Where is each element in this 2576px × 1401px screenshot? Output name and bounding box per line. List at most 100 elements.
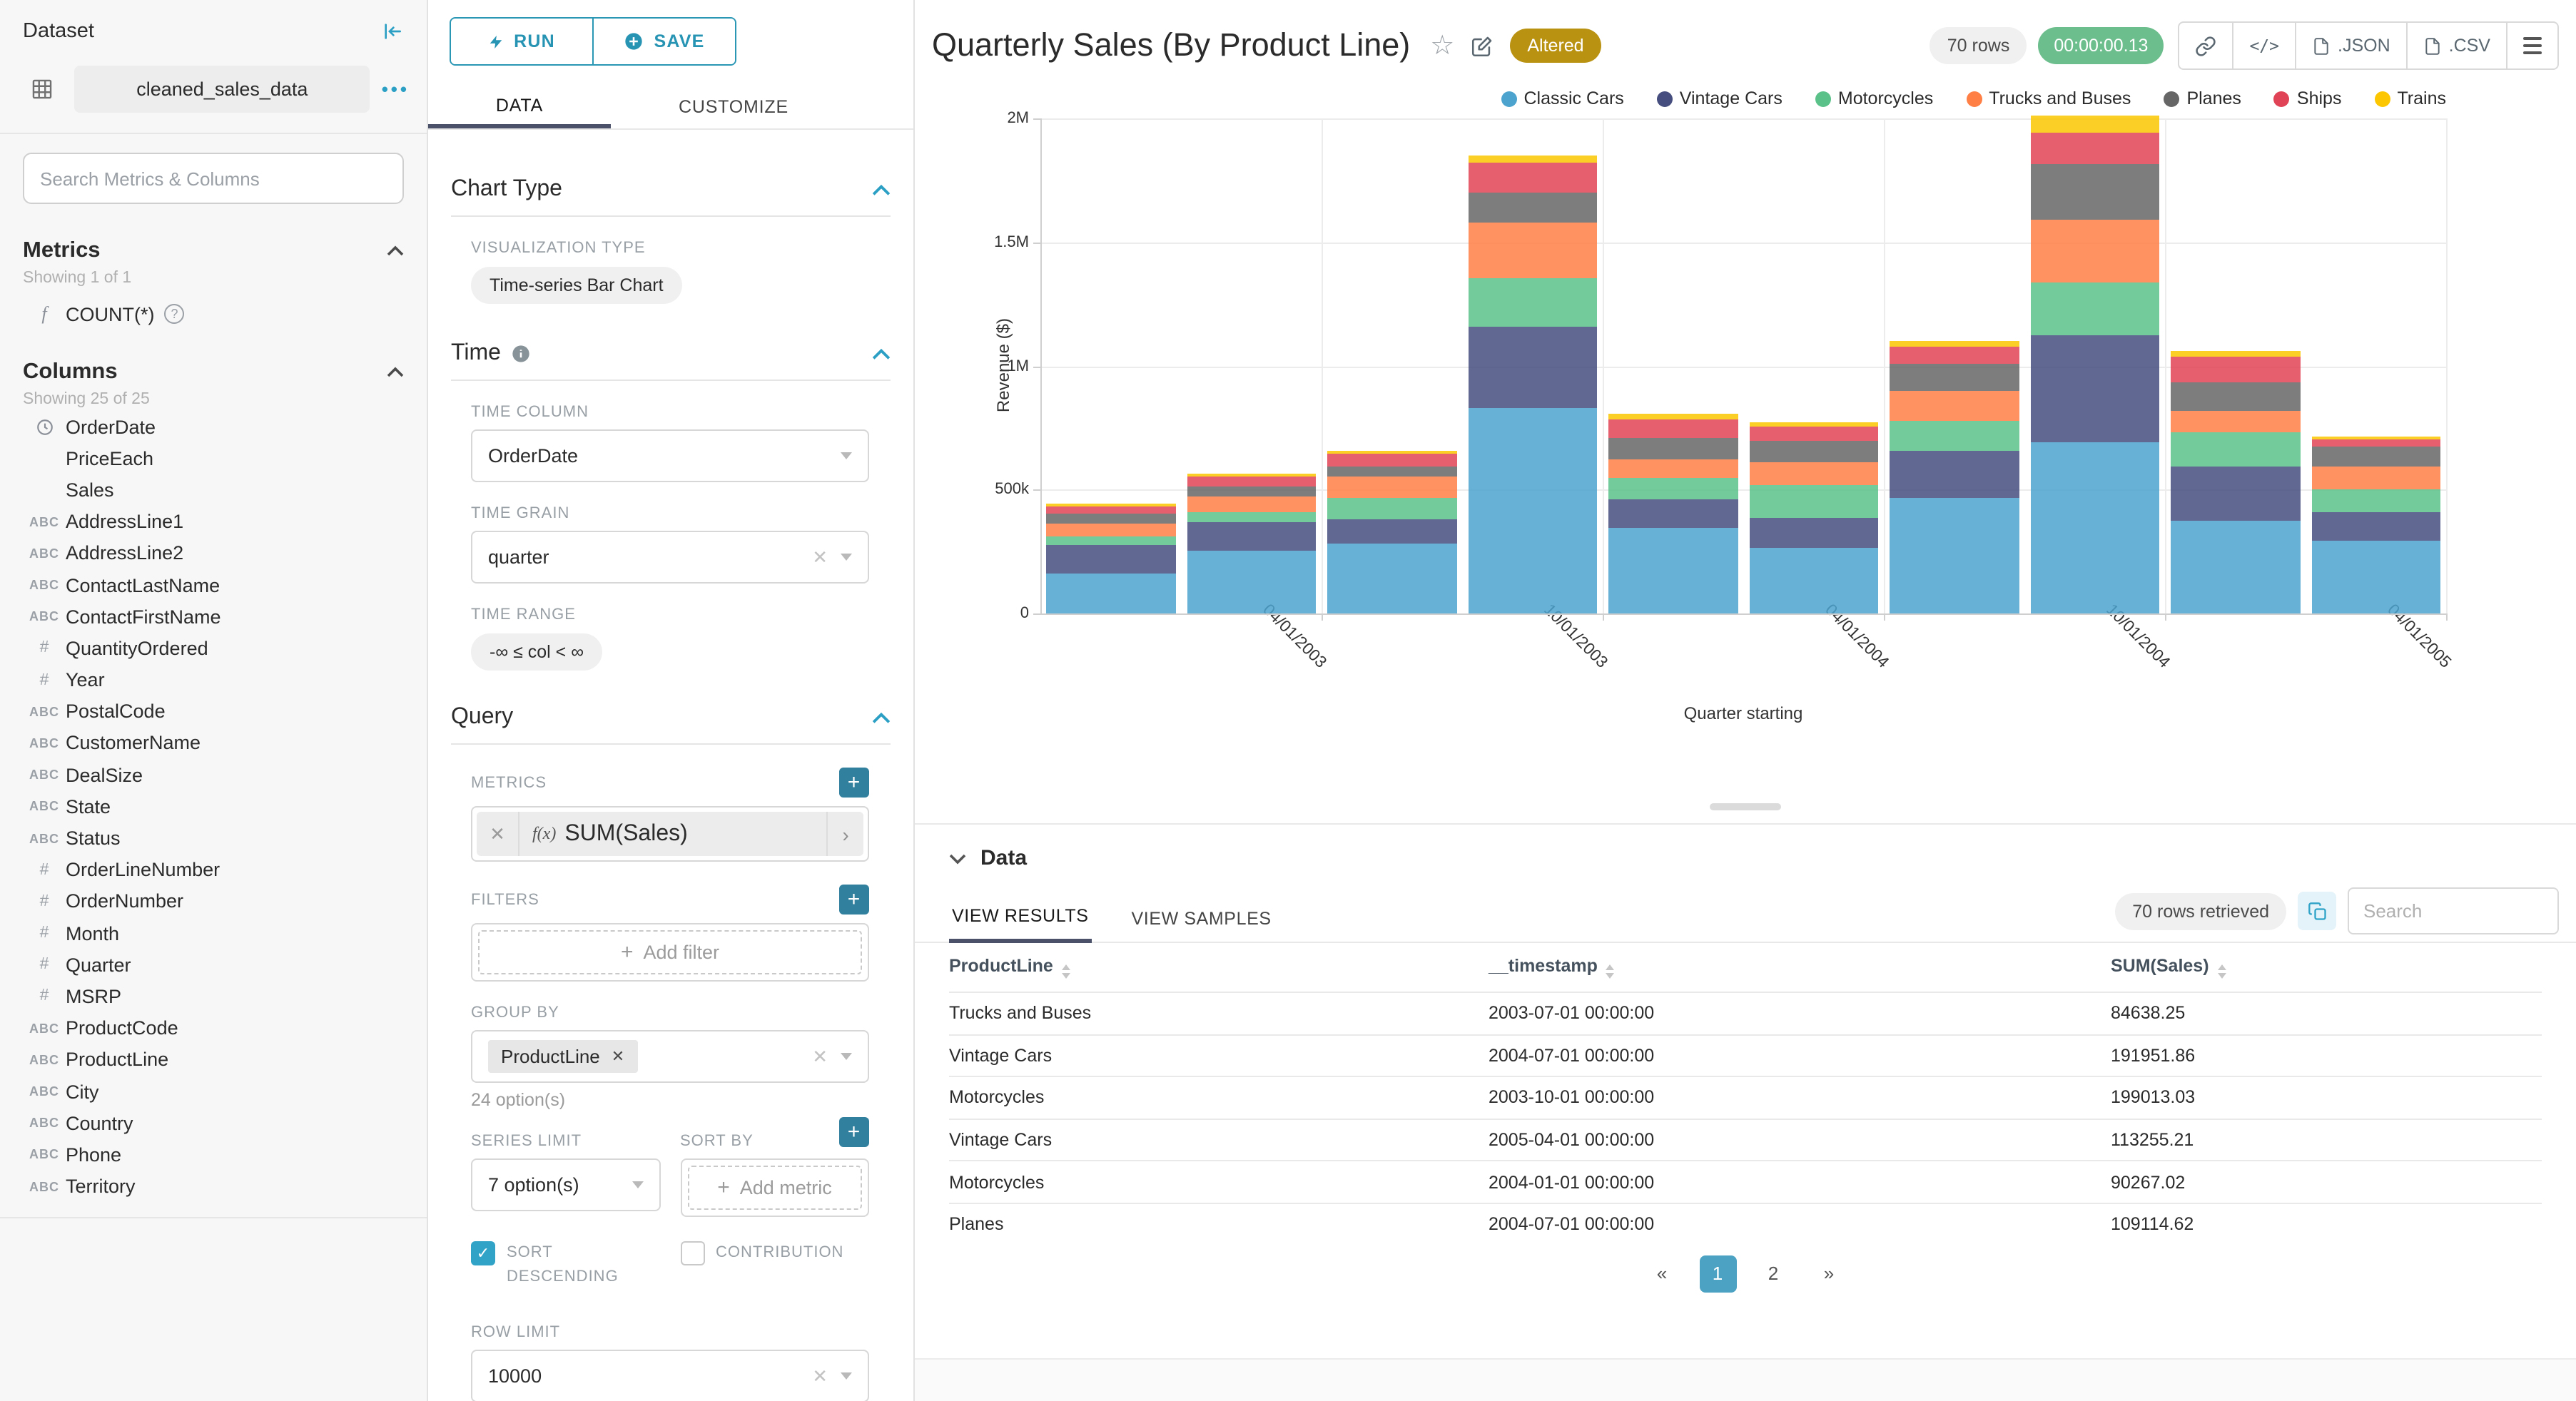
remove-metric-icon[interactable]: ✕	[477, 812, 519, 856]
tab-view-results[interactable]: VIEW RESULTS	[949, 895, 1092, 943]
contribution-checkbox[interactable]	[680, 1241, 704, 1265]
stacked-bar[interactable]	[1468, 155, 1597, 613]
column-item[interactable]: ABC Phone	[23, 1139, 404, 1171]
time-grain-select[interactable]: quarter ✕	[471, 531, 869, 584]
stacked-bar[interactable]	[1046, 503, 1175, 613]
row-limit-select[interactable]: 10000 ✕	[471, 1350, 869, 1401]
stacked-bar[interactable]	[2171, 350, 2300, 613]
column-item[interactable]: Sales	[23, 474, 404, 506]
metrics-collapse-icon[interactable]	[387, 245, 404, 257]
add-sort-metric-dropzone[interactable]: + Add metric	[687, 1166, 862, 1210]
sort-icon[interactable]	[1061, 964, 1070, 979]
sort-descending-checkbox[interactable]: ✓	[471, 1241, 495, 1265]
legend-item[interactable]: Classic Cars	[1501, 88, 1624, 108]
sort-icon[interactable]	[1606, 964, 1615, 979]
metric-chip[interactable]: ✕ f(x) SUM(Sales) ›	[477, 812, 863, 856]
column-item[interactable]: ABC ProductCode	[23, 1012, 404, 1044]
column-header[interactable]: ProductLine	[949, 957, 1489, 979]
column-item[interactable]: # Quarter	[23, 949, 404, 980]
stacked-bar[interactable]	[1608, 413, 1738, 613]
column-item[interactable]: # Month	[23, 917, 404, 949]
legend-item[interactable]: Trains	[2374, 88, 2446, 108]
stacked-bar[interactable]	[1187, 473, 1316, 613]
time-column-select[interactable]: OrderDate	[471, 429, 869, 482]
group-by-select[interactable]: ProductLine ✕ ✕	[471, 1030, 869, 1083]
stacked-bar[interactable]	[1749, 422, 1878, 613]
table-row[interactable]: Vintage Cars 2004-07-01 00:00:00 191951.86	[949, 1034, 2542, 1076]
column-item[interactable]: ABC AddressLine2	[23, 538, 404, 569]
tab-view-samples[interactable]: VIEW SAMPLES	[1131, 909, 1272, 929]
clear-icon[interactable]: ✕	[812, 1045, 828, 1066]
export-csv-button[interactable]: .CSV	[2405, 23, 2506, 68]
menu-button[interactable]	[2506, 23, 2557, 68]
dataset-name[interactable]: cleaned_sales_data	[74, 66, 370, 113]
expand-metric-icon[interactable]: ›	[826, 812, 863, 856]
clear-icon[interactable]: ✕	[812, 1365, 828, 1387]
collapse-data-icon[interactable]	[949, 852, 966, 864]
column-item[interactable]: ABC DealSize	[23, 759, 404, 790]
column-item[interactable]: ABC ProductLine	[23, 1044, 404, 1076]
run-button[interactable]: RUN	[451, 19, 592, 64]
column-item[interactable]: ABC ContactLastName	[23, 569, 404, 601]
remove-chip-icon[interactable]: ✕	[611, 1049, 625, 1066]
collapse-sidebar-icon[interactable]	[381, 20, 404, 43]
column-item[interactable]: ABC City	[23, 1076, 404, 1107]
legend-item[interactable]: Vintage Cars	[1656, 88, 1783, 108]
export-json-button[interactable]: .JSON	[2295, 23, 2406, 68]
column-item[interactable]: ABC PostalCode	[23, 696, 404, 727]
copy-data-button[interactable]	[2298, 892, 2336, 930]
pagination-page[interactable]: 2	[1768, 1263, 1779, 1285]
altered-badge[interactable]: Altered	[1510, 29, 1601, 63]
table-row[interactable]: Vintage Cars 2005-04-01 00:00:00 113255.21	[949, 1118, 2542, 1161]
add-sort-metric-button[interactable]: +	[839, 1116, 869, 1146]
embed-code-button[interactable]: </>	[2232, 23, 2295, 68]
legend-item[interactable]: Planes	[2164, 88, 2241, 108]
legend-item[interactable]: Motorcycles	[1815, 88, 1933, 108]
column-item[interactable]: ABC AddressLine1	[23, 506, 404, 537]
column-item[interactable]: ABC Country	[23, 1107, 404, 1138]
save-button[interactable]: SAVE	[592, 19, 735, 64]
stacked-bar[interactable]	[1327, 451, 1456, 613]
sidebar-search[interactable]	[23, 153, 404, 204]
add-filter-dropzone[interactable]: + Add filter	[478, 930, 862, 974]
column-item[interactable]: # MSRP	[23, 981, 404, 1012]
pagination-page[interactable]: 1	[1699, 1255, 1736, 1293]
clear-icon[interactable]: ✕	[812, 546, 828, 567]
viz-type-value[interactable]: Time-series Bar Chart	[471, 267, 682, 304]
column-item[interactable]: # Year	[23, 664, 404, 696]
column-item[interactable]: # QuantityOrdered	[23, 633, 404, 664]
favorite-star-icon[interactable]: ☆	[1430, 31, 1455, 61]
column-item[interactable]: PriceEach	[23, 442, 404, 474]
table-row[interactable]: Motorcycles 2004-01-01 00:00:00 90267.02	[949, 1160, 2542, 1203]
sort-icon[interactable]	[2217, 964, 2226, 979]
search-metrics-columns-input[interactable]	[40, 168, 387, 189]
results-search-input[interactable]	[2348, 887, 2559, 934]
drag-handle[interactable]	[1710, 803, 1781, 810]
column-item[interactable]: ABC Territory	[23, 1171, 404, 1202]
column-item[interactable]: ABC State	[23, 791, 404, 822]
stacked-bar[interactable]	[1890, 340, 2019, 613]
table-row[interactable]: Motorcycles 2003-10-01 00:00:00 199013.03	[949, 1076, 2542, 1118]
panel-resize-divider[interactable]	[915, 796, 2576, 825]
series-limit-select[interactable]: 7 option(s)	[471, 1158, 660, 1211]
column-header[interactable]: __timestamp	[1489, 957, 2111, 979]
copy-link-button[interactable]	[2179, 23, 2232, 68]
column-item[interactable]: # OrderLineNumber	[23, 854, 404, 885]
column-header[interactable]: SUM(Sales)	[2111, 957, 2542, 979]
table-row[interactable]: Planes 2004-07-01 00:00:00 109114.62	[949, 1202, 2542, 1245]
metric-item[interactable]: f COUNT(*) ?	[23, 302, 404, 325]
edit-properties-icon[interactable]	[1470, 34, 1494, 58]
collapse-section-icon[interactable]	[872, 711, 891, 724]
stacked-bar[interactable]	[2311, 436, 2440, 613]
stacked-bar[interactable]	[2030, 115, 2159, 613]
column-item[interactable]: ABC CustomerName	[23, 728, 404, 759]
column-item[interactable]: ABC Status	[23, 822, 404, 854]
group-by-chip[interactable]: ProductLine ✕	[488, 1040, 638, 1073]
pagination-prev[interactable]: «	[1656, 1263, 1668, 1285]
collapse-section-icon[interactable]	[872, 347, 891, 360]
tab-data[interactable]: DATA	[428, 86, 611, 128]
table-row[interactable]: Trucks and Buses 2003-07-01 00:00:00 84638…	[949, 992, 2542, 1034]
column-item[interactable]: ABC ContactFirstName	[23, 601, 404, 632]
column-item[interactable]: OrderDate	[23, 411, 404, 442]
pagination-next[interactable]: »	[1823, 1263, 1835, 1285]
